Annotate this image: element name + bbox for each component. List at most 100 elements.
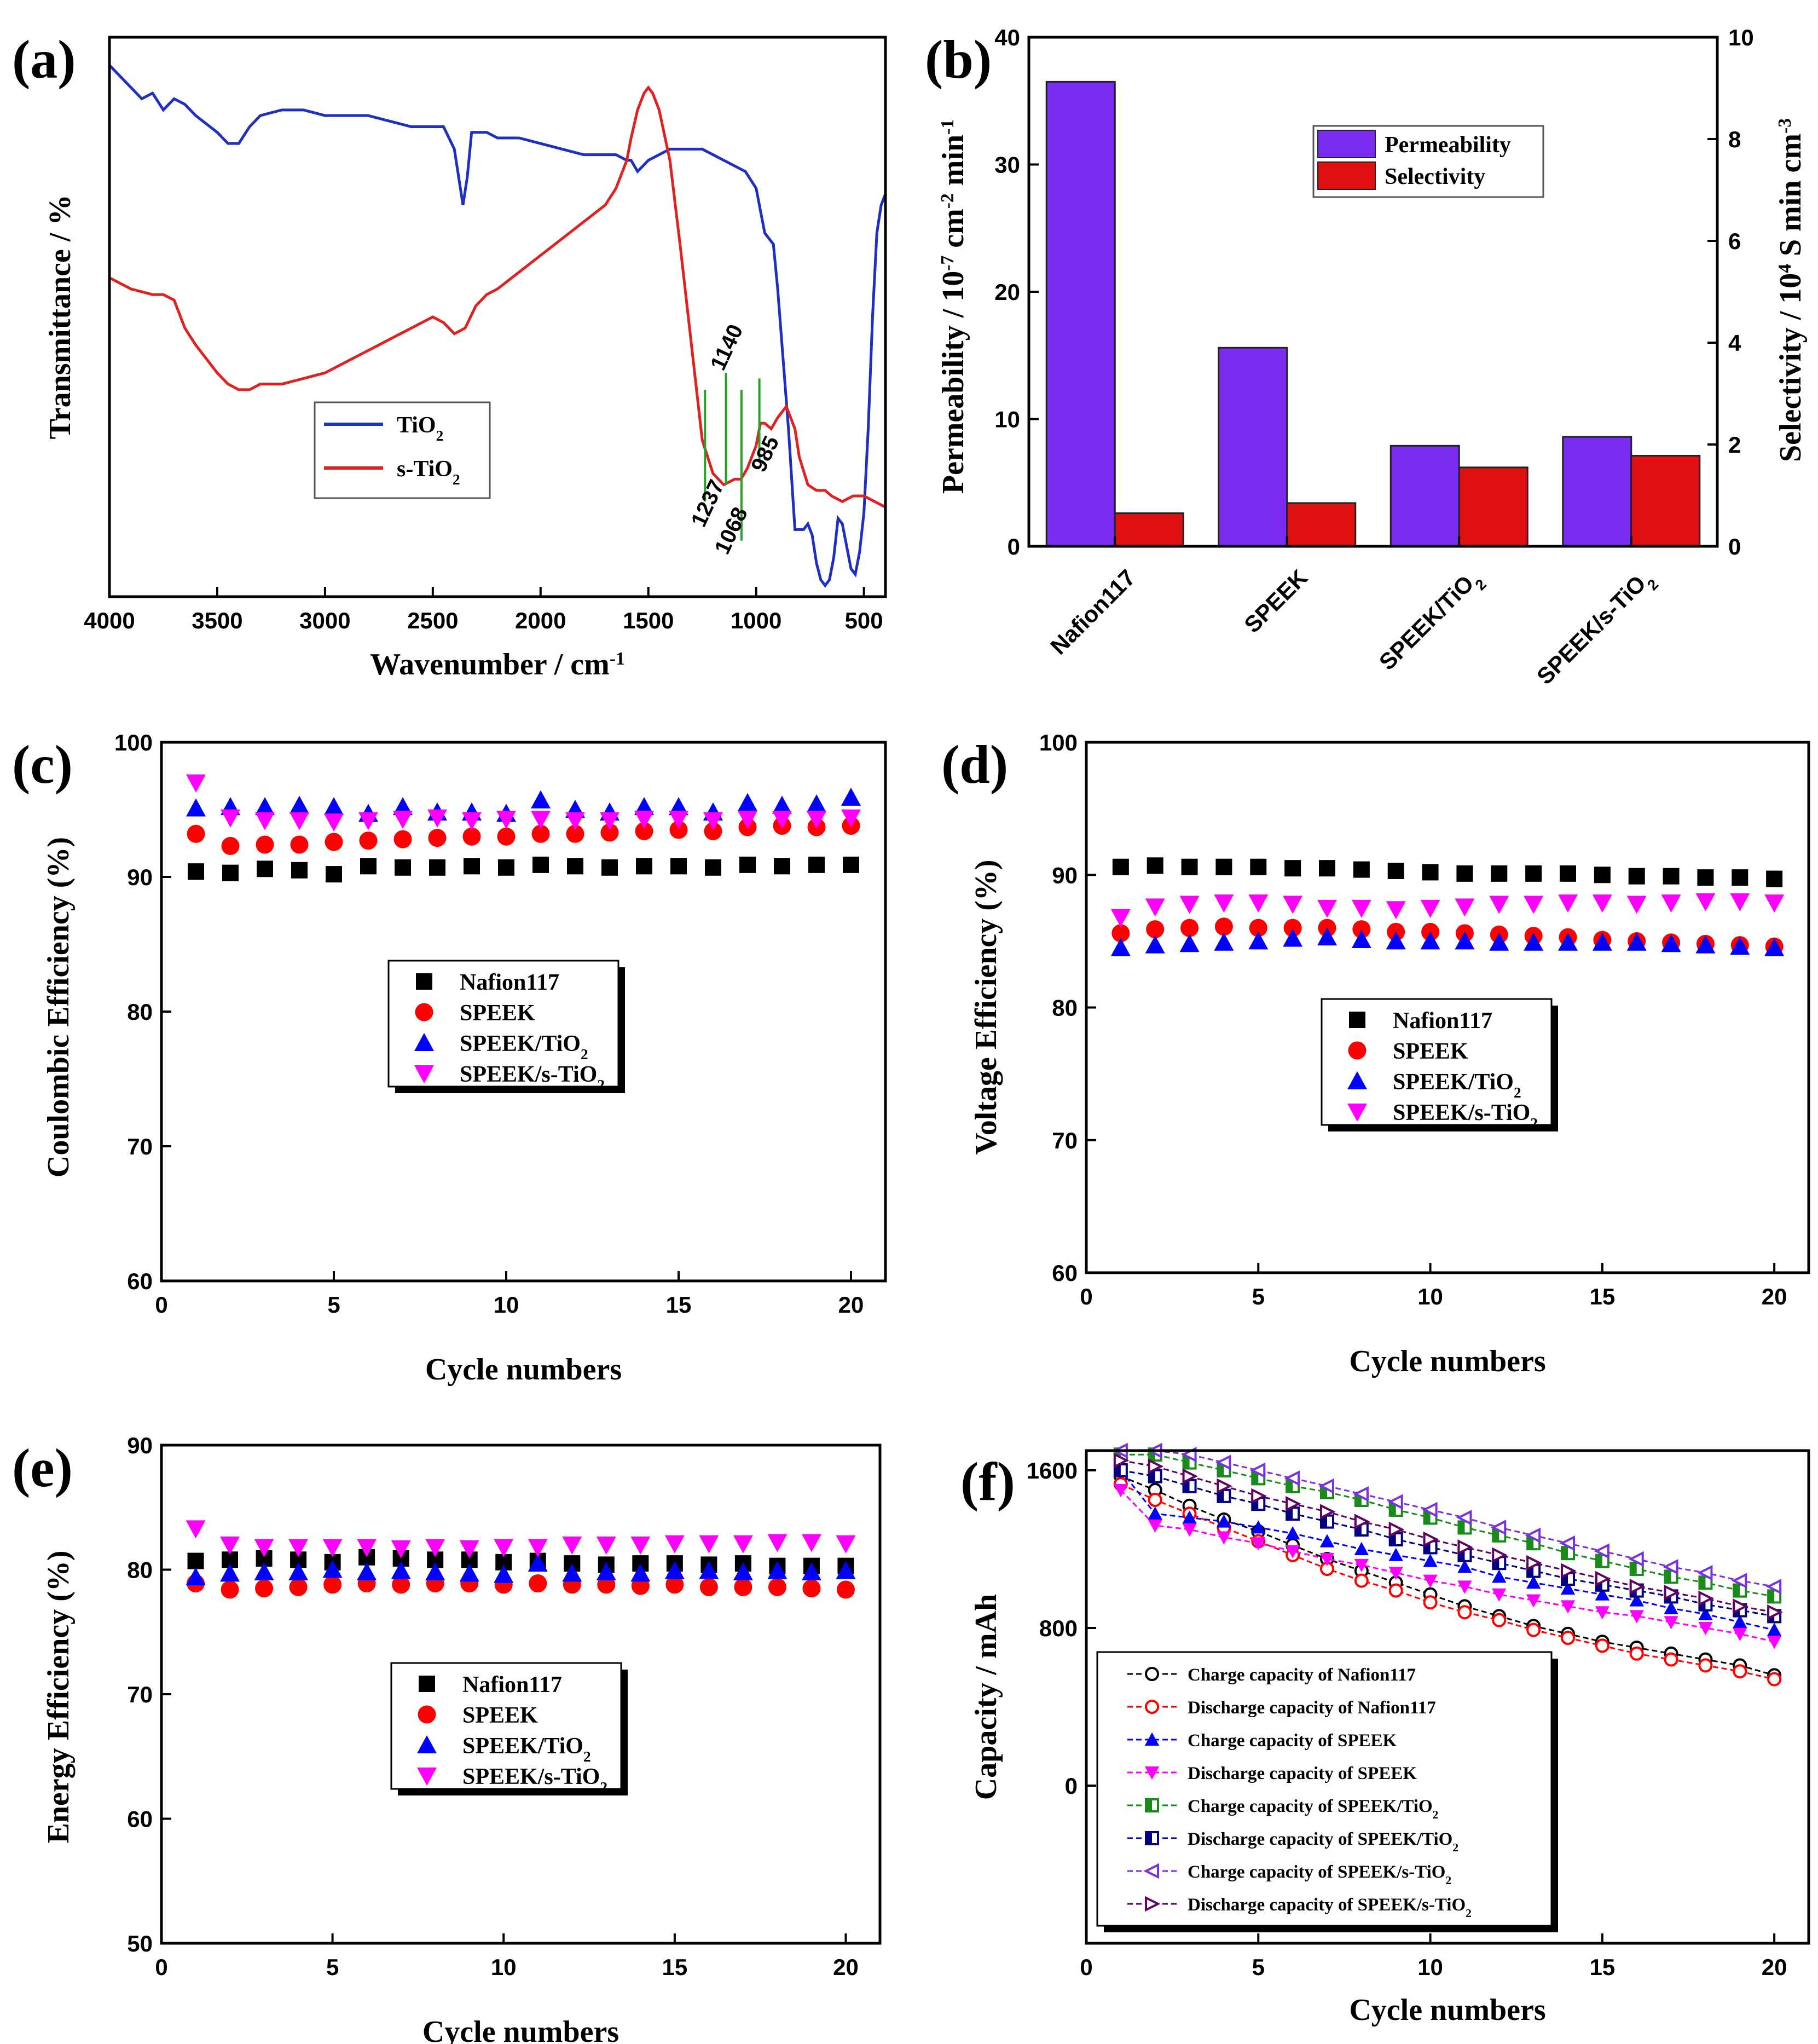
y-tick-label: 30	[994, 152, 1020, 178]
legend-label: Nafion117	[462, 1672, 562, 1697]
bar-permeability	[1389, 444, 1460, 547]
y-tick-label: 80	[1052, 995, 1078, 1021]
data-point	[255, 1579, 274, 1598]
y-tick-label: 20	[994, 279, 1020, 305]
data-point	[1629, 1593, 1644, 1607]
data-point	[1695, 935, 1716, 954]
data-point	[1457, 1539, 1473, 1555]
data-point	[1423, 1595, 1438, 1610]
x-tick-label: 500	[845, 608, 883, 633]
data-point	[326, 866, 342, 883]
legend-label: Charge capacity of SPEEK	[1188, 1731, 1397, 1751]
data-point	[630, 1563, 651, 1582]
category-label: SPEEK/TiO2	[1374, 564, 1490, 680]
legend-label: SPEEK/TiO2	[462, 1734, 591, 1765]
data-point	[738, 811, 757, 829]
data-point	[1560, 1600, 1576, 1614]
data-point	[1112, 858, 1129, 875]
x-tick-label: 5	[1252, 1284, 1265, 1309]
data-point	[494, 1539, 514, 1557]
category-label: Nafion117	[1045, 564, 1140, 660]
y-tick-label: 1600	[1027, 1458, 1078, 1483]
data-point	[188, 863, 204, 880]
y2-tick-label: 8	[1728, 126, 1741, 152]
data-point	[836, 1561, 856, 1579]
x-tick-label: 10	[494, 1292, 519, 1318]
data-point-fill	[1493, 1529, 1499, 1541]
data-point	[636, 858, 652, 875]
y-axis-label: Energy Efficiency (%)	[42, 1551, 76, 1844]
data-point	[566, 824, 584, 843]
series-line	[1120, 1489, 1775, 1643]
data-point	[1180, 919, 1199, 937]
data-point	[772, 811, 792, 829]
data-point-fill	[1458, 1549, 1465, 1561]
data-point	[836, 1580, 855, 1599]
data-point	[357, 1562, 377, 1581]
legend-marker	[414, 1033, 434, 1051]
legend-label: SPEEK	[462, 1703, 538, 1728]
data-point	[1764, 938, 1785, 956]
data-point	[699, 1578, 718, 1596]
data-point	[1388, 1567, 1403, 1580]
data-point	[1148, 1519, 1162, 1533]
legend-marker	[1144, 1766, 1160, 1780]
legend-label: SPEEK/TiO2	[460, 1031, 588, 1063]
data-point	[1559, 1535, 1575, 1551]
legend-swatch	[1317, 161, 1376, 190]
data-point	[1113, 1484, 1128, 1498]
legend-label: SPEEK/s-TiO2	[1393, 1100, 1538, 1131]
data-point	[257, 861, 273, 877]
y-tick-label: 60	[1052, 1260, 1078, 1286]
data-point	[360, 858, 377, 875]
data-point	[1560, 865, 1576, 882]
data-point	[1351, 899, 1371, 918]
data-point	[565, 812, 585, 830]
legend-marker	[415, 1003, 433, 1021]
data-point	[1179, 896, 1200, 914]
data-point	[1353, 861, 1370, 878]
data-point	[255, 797, 275, 816]
data-point	[1664, 1584, 1680, 1601]
y-tick-label: 70	[127, 1134, 153, 1159]
bar-permeability	[1218, 347, 1288, 547]
data-point	[1354, 1541, 1369, 1555]
data-point	[1730, 937, 1750, 955]
x-tick-label: 10	[1417, 1284, 1443, 1309]
data-point	[497, 827, 516, 846]
y-tick-label: 0	[1065, 1773, 1078, 1799]
data-point	[1145, 935, 1165, 954]
data-point	[1249, 1462, 1266, 1479]
data-point-fill	[1596, 1578, 1602, 1591]
data-point	[1319, 860, 1335, 877]
series-line	[1120, 1470, 1775, 1631]
data-point	[1767, 1604, 1783, 1620]
data-point	[1767, 1672, 1782, 1687]
y-tick-label: 50	[127, 1931, 153, 1956]
data-point	[1147, 857, 1163, 874]
data-point-fill	[1355, 1494, 1362, 1506]
data-point	[357, 1539, 377, 1557]
legend-label: Charge capacity of SPEEK/TiO2	[1188, 1797, 1438, 1821]
data-point	[498, 859, 514, 876]
data-point	[324, 797, 344, 816]
legend-label: TiO2	[397, 413, 443, 444]
data-point-fill	[1321, 1486, 1327, 1498]
data-point	[1423, 1531, 1439, 1548]
x-axis-label: Cycle numbers	[422, 2015, 619, 2044]
legend-marker	[1349, 1012, 1365, 1028]
data-point	[1661, 894, 1681, 913]
y-tick-label: 0	[1008, 534, 1020, 559]
data-point	[1283, 919, 1302, 937]
series-line-s-tio2	[108, 85, 887, 509]
panel-label-a: (a)	[12, 29, 76, 90]
data-point	[1457, 1605, 1472, 1620]
data-point	[1524, 932, 1544, 951]
x-tick-label: 3000	[299, 608, 350, 633]
legend-marker	[1347, 1071, 1367, 1089]
data-point	[1663, 868, 1680, 885]
legend-marker	[1144, 1732, 1160, 1746]
data-point	[1698, 1658, 1713, 1673]
data-point	[841, 787, 861, 806]
data-point	[1217, 1514, 1231, 1528]
